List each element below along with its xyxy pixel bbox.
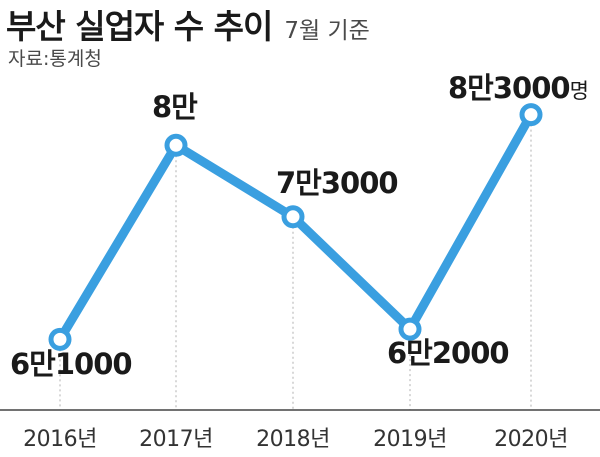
data-label-2016년: 6만1000 bbox=[10, 347, 132, 381]
data-point-2018년 bbox=[281, 205, 305, 229]
chart-title: 부산 실업자 수 추이 bbox=[6, 7, 273, 46]
data-point-2020년 bbox=[519, 103, 543, 127]
x-tick-label-2016년: 2016년 bbox=[23, 427, 97, 452]
chart-subtitle: 7월 기준 bbox=[284, 18, 370, 44]
x-tick-label-2018년: 2018년 bbox=[256, 427, 330, 452]
data-label-2020년: 8만3000명 bbox=[448, 71, 588, 105]
x-tick-label-2019년: 2019년 bbox=[373, 427, 447, 452]
data-point-2019년 bbox=[398, 317, 422, 341]
unit-suffix: 명 bbox=[570, 79, 588, 103]
data-point-2016년 bbox=[48, 327, 72, 351]
data-label-2018년: 7만3000 bbox=[276, 166, 398, 200]
data-label-2019년: 6만2000 bbox=[387, 336, 509, 370]
x-tick-label-2020년: 2020년 bbox=[494, 427, 568, 452]
source-note: 자료:통계청 bbox=[8, 48, 102, 70]
data-label-2017년: 8만 bbox=[152, 90, 198, 124]
chart-header: 부산 실업자 수 추이 7월 기준 bbox=[6, 0, 370, 48]
x-tick-label-2017년: 2017년 bbox=[139, 427, 213, 452]
data-point-2017년 bbox=[164, 133, 188, 157]
